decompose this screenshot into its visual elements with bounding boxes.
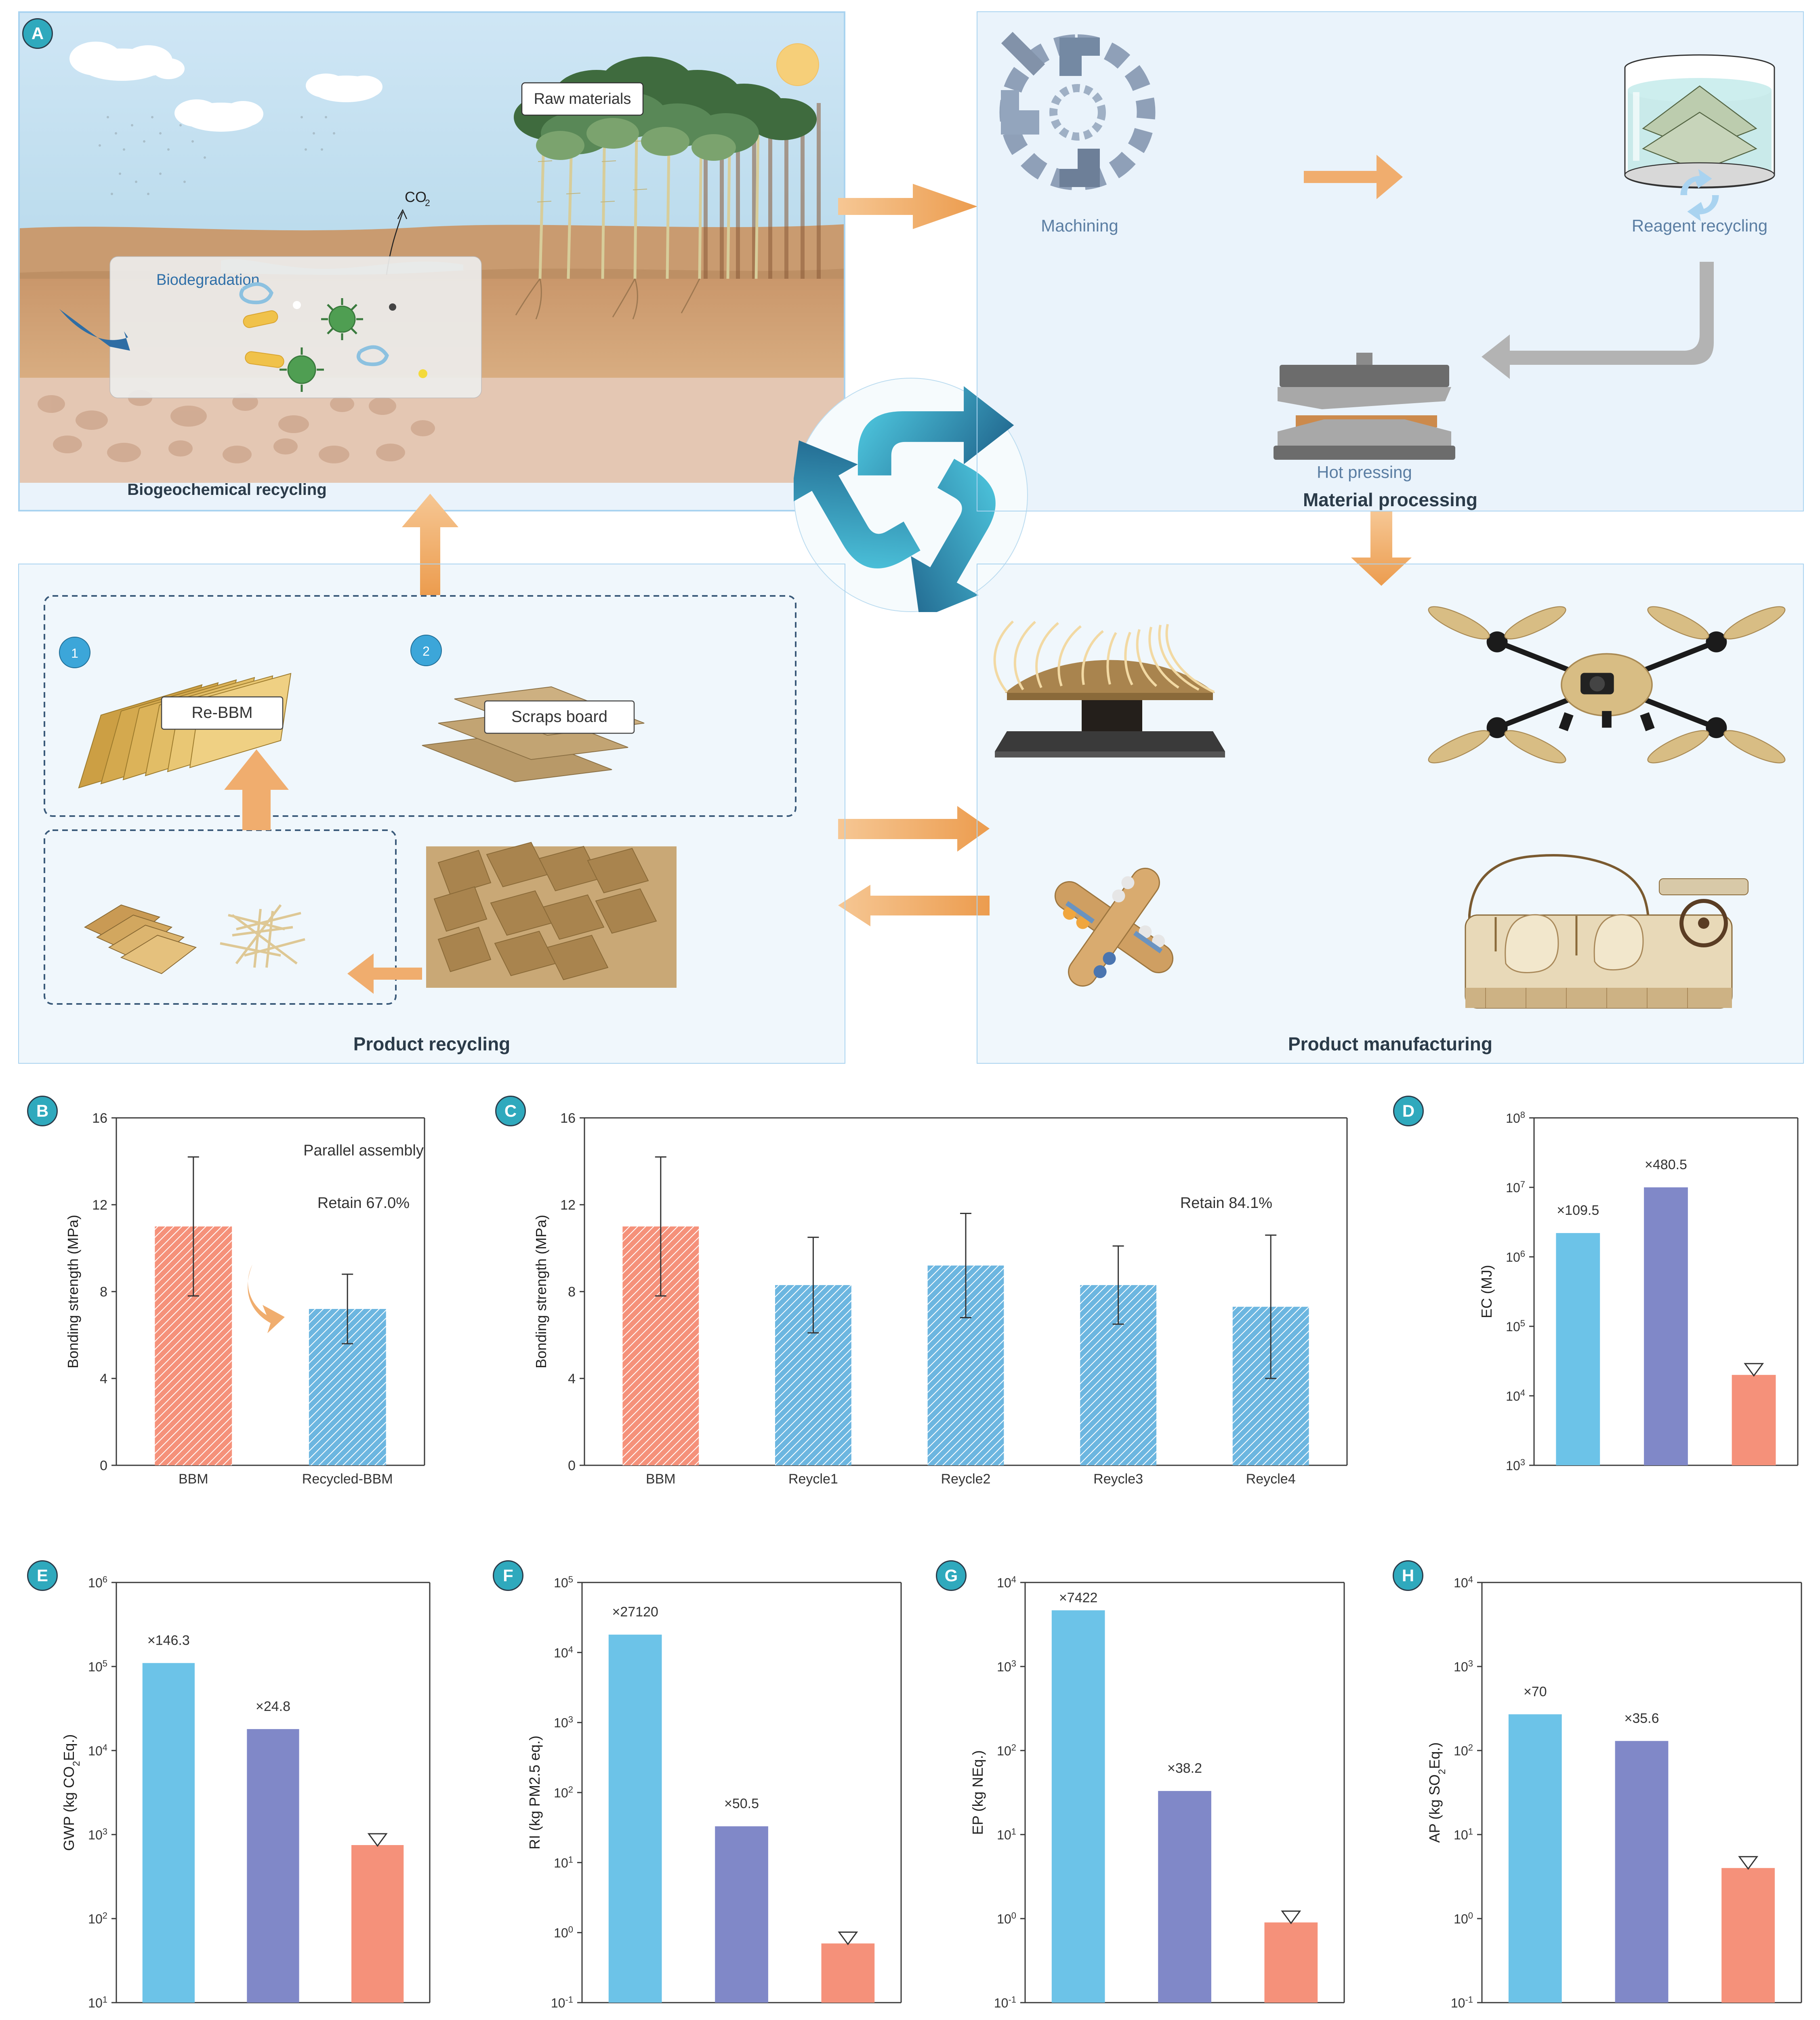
svg-text:104: 104: [554, 1644, 573, 1660]
svg-text:101: 101: [88, 1995, 107, 2011]
svg-text:Reycle4: Reycle4: [1246, 1471, 1296, 1487]
svg-text:0: 0: [100, 1458, 107, 1473]
svg-text:107: 107: [1506, 1179, 1525, 1195]
svg-text:×109.5: ×109.5: [1557, 1203, 1599, 1218]
svg-text:101: 101: [1454, 1826, 1473, 1843]
svg-text:102: 102: [1454, 1742, 1473, 1759]
svg-text:BBM: BBM: [179, 1471, 208, 1487]
svg-text:0: 0: [568, 1458, 576, 1473]
svg-text:Recycled-BBM: Recycled-BBM: [302, 1471, 393, 1487]
svg-text:103: 103: [1506, 1457, 1525, 1473]
svg-text:Bonding strength (MPa): Bonding strength (MPa): [65, 1215, 81, 1368]
svg-text:16: 16: [560, 1111, 576, 1126]
svg-text:RI (kg PM2.5 eq.): RI (kg PM2.5 eq.): [526, 1736, 543, 1850]
svg-text:102: 102: [997, 1742, 1016, 1759]
svg-text:10-1: 10-1: [1451, 1995, 1473, 2011]
svg-text:Retain 67.0%: Retain 67.0%: [317, 1195, 410, 1212]
svg-text:4: 4: [568, 1371, 576, 1387]
svg-text:12: 12: [92, 1197, 107, 1213]
svg-text:8: 8: [568, 1284, 576, 1300]
svg-text:12: 12: [560, 1197, 576, 1213]
svg-text:103: 103: [1454, 1658, 1473, 1675]
svg-text:102: 102: [554, 1784, 573, 1801]
svg-text:×480.5: ×480.5: [1645, 1157, 1687, 1172]
svg-text:106: 106: [88, 1574, 107, 1591]
svg-text:101: 101: [554, 1854, 573, 1871]
svg-text:Bonding strength (MPa): Bonding strength (MPa): [533, 1215, 549, 1368]
svg-text:×27120: ×27120: [612, 1604, 658, 1620]
svg-text:100: 100: [1454, 1911, 1473, 1927]
svg-text:Parallel assembly: Parallel assembly: [303, 1142, 424, 1159]
svg-text:AP (kg SO2Eq.): AP (kg SO2Eq.): [1426, 1742, 1448, 1843]
svg-text:4: 4: [100, 1371, 107, 1387]
svg-text:100: 100: [997, 1911, 1016, 1927]
svg-text:Retain 84.1%: Retain 84.1%: [1180, 1195, 1272, 1212]
svg-text:×7422: ×7422: [1059, 1590, 1098, 1605]
svg-text:×35.6: ×35.6: [1624, 1711, 1659, 1726]
svg-text:×38.2: ×38.2: [1167, 1761, 1202, 1776]
svg-text:100: 100: [554, 1924, 573, 1940]
svg-text:10-1: 10-1: [551, 1995, 573, 2011]
svg-text:101: 101: [997, 1826, 1016, 1843]
svg-text:106: 106: [1506, 1249, 1525, 1265]
svg-text:102: 102: [88, 1911, 107, 1927]
svg-text:103: 103: [554, 1714, 573, 1730]
svg-text:×24.8: ×24.8: [256, 1699, 290, 1714]
svg-text:105: 105: [554, 1574, 573, 1591]
svg-text:Reycle3: Reycle3: [1093, 1471, 1143, 1487]
svg-text:104: 104: [1454, 1574, 1473, 1591]
svg-text:8: 8: [100, 1284, 107, 1300]
svg-text:103: 103: [997, 1658, 1016, 1675]
svg-text:×50.5: ×50.5: [724, 1796, 759, 1812]
svg-text:EC (MJ): EC (MJ): [1478, 1265, 1495, 1318]
svg-text:16: 16: [92, 1111, 107, 1126]
svg-text:104: 104: [88, 1742, 107, 1759]
svg-text:BBM: BBM: [646, 1471, 676, 1487]
svg-text:104: 104: [1506, 1388, 1525, 1404]
svg-text:103: 103: [88, 1826, 107, 1843]
svg-text:Reycle2: Reycle2: [941, 1471, 991, 1487]
svg-text:108: 108: [1506, 1110, 1525, 1126]
svg-text:×70: ×70: [1524, 1684, 1547, 1699]
svg-text:105: 105: [1506, 1318, 1525, 1334]
svg-text:105: 105: [88, 1658, 107, 1675]
svg-text:104: 104: [997, 1574, 1016, 1591]
svg-text:×146.3: ×146.3: [147, 1633, 190, 1648]
svg-text:GWP (kg CO2Eq.): GWP (kg CO2Eq.): [61, 1734, 82, 1851]
svg-text:EP (kg NEq.): EP (kg NEq.): [969, 1750, 986, 1835]
svg-text:Reycle1: Reycle1: [788, 1471, 838, 1487]
svg-text:10-1: 10-1: [994, 1995, 1016, 2011]
